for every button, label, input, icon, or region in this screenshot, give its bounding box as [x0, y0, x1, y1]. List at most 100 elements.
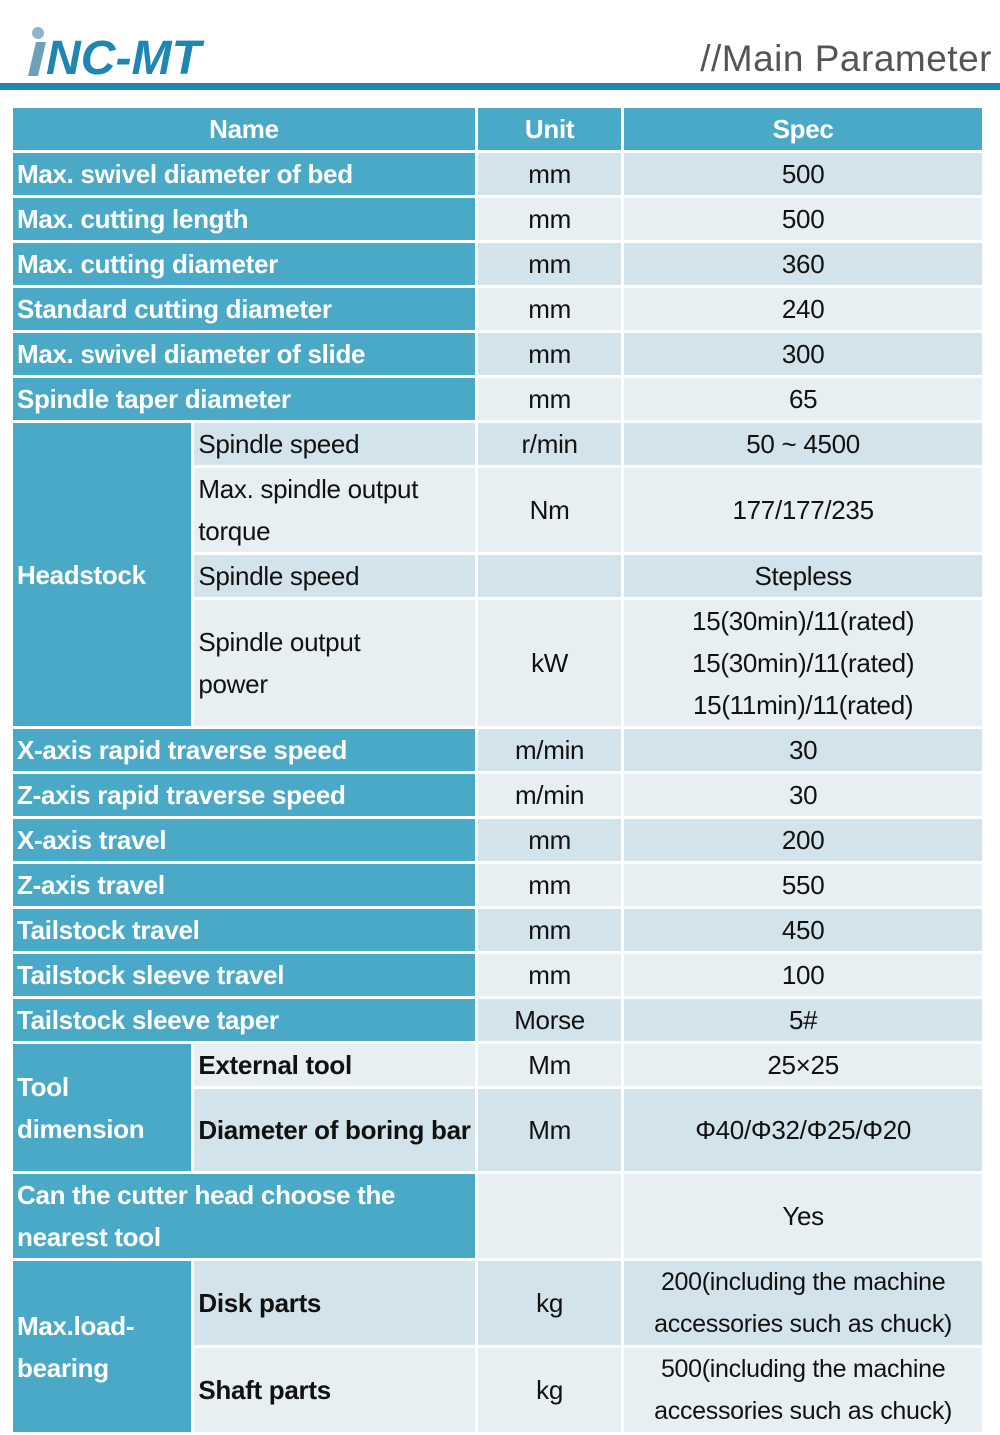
row-unit: m/min — [474, 726, 625, 774]
row-spec: 500 — [621, 195, 985, 243]
row-name: Tailstock sleeve taper — [10, 996, 478, 1044]
row-name: Z-axis travel — [10, 861, 478, 909]
row-unit: Morse — [474, 996, 625, 1044]
row-spec: 65 — [621, 375, 985, 423]
row-unit: mm — [474, 195, 625, 243]
row-name: Spindle output power — [191, 597, 478, 729]
row-spec: 200(including the machine accessories su… — [621, 1258, 985, 1348]
table-row: Spindle speed Stepless — [12, 552, 985, 600]
row-spec: 500(including the machine accessories su… — [621, 1345, 985, 1435]
row-unit: kg — [474, 1258, 625, 1348]
table-row: Tailstock travel mm 450 — [10, 906, 985, 954]
row-name: Max. spindle output torque — [191, 465, 478, 555]
group-max-load-bearing: Max.load-bearing — [9, 1258, 195, 1435]
row-unit: kW — [474, 597, 625, 729]
row-name: Spindle taper diameter — [10, 375, 478, 423]
row-spec: 240 — [621, 285, 985, 333]
row-spec: 15(30min)/11(rated) 15(30min)/11(rated) 15… — [621, 597, 985, 729]
row-spec: Yes — [621, 1171, 985, 1261]
table-row: Max.load-bearing Disk parts kg 200(includin… — [9, 1258, 985, 1435]
spec-line: 15(30min)/11(rated) — [692, 648, 915, 678]
row-unit: mm — [474, 150, 625, 198]
row-spec: 550 — [621, 861, 985, 909]
group-headstock: Headstock — [9, 420, 195, 729]
spec-line: 15(11min)/11(rated) — [693, 690, 914, 720]
row-name: Tailstock travel — [10, 906, 478, 954]
col-header-unit: Unit — [474, 105, 625, 153]
row-unit — [474, 1171, 625, 1261]
row-spec: 200 — [621, 816, 985, 864]
table-row: Spindle taper diameter mm 65 — [10, 375, 985, 423]
table-row: Z-axis travel mm 550 — [10, 861, 985, 909]
row-name: X-axis rapid traverse speed — [10, 726, 478, 774]
row-name: Can the cutter head choose the nearest t… — [10, 1171, 478, 1261]
table-row: Max. swivel diameter of bed mm 500 — [10, 150, 985, 198]
row-spec: 30 — [621, 726, 985, 774]
table-row: X-axis rapid traverse speed m/min 30 — [10, 726, 985, 774]
row-spec: 177/177/235 — [621, 465, 985, 555]
row-unit: Mm — [474, 1086, 625, 1174]
row-name: Shaft parts — [191, 1345, 478, 1435]
table-row: Headstock Spindle speed r/min 50 ~ 4500 — [9, 420, 985, 729]
table-row: Spindle output power kW 15(30min)/11(rated… — [12, 597, 985, 729]
row-name: Spindle speed — [191, 420, 478, 468]
row-spec: 300 — [621, 330, 985, 378]
row-name: Standard cutting diameter — [10, 285, 478, 333]
row-spec: 360 — [621, 240, 985, 288]
row-unit: mm — [474, 240, 625, 288]
spec-line: 15(30min)/11(rated) — [692, 606, 915, 636]
svg-text:NC-MT: NC-MT — [46, 32, 205, 80]
row-unit: mm — [474, 906, 625, 954]
row-unit: r/min — [474, 420, 625, 468]
col-header-spec: Spec — [621, 105, 985, 153]
col-header-name: Name — [10, 105, 478, 153]
row-name: Z-axis rapid traverse speed — [10, 771, 478, 819]
row-spec: Stepless — [621, 552, 985, 600]
row-unit: kg — [474, 1345, 625, 1435]
row-name: X-axis travel — [10, 816, 478, 864]
group-tool-dimension: Tool dimension — [9, 1041, 195, 1174]
table-row: Standard cutting diameter mm 240 — [10, 285, 985, 333]
row-unit: mm — [474, 861, 625, 909]
row-unit: mm — [474, 375, 625, 423]
row-name: Max. swivel diameter of slide — [10, 330, 478, 378]
row-name: Disk parts — [191, 1258, 478, 1348]
row-name: Tailstock sleeve travel — [10, 951, 478, 999]
row-unit: Nm — [474, 465, 625, 555]
row-spec: 30 — [621, 771, 985, 819]
row-name: Max. cutting length — [10, 195, 478, 243]
row-unit: mm — [474, 816, 625, 864]
row-spec: 450 — [621, 906, 985, 954]
table-row: X-axis travel mm 200 — [10, 816, 985, 864]
table-row: Max. swivel diameter of slide mm 300 — [10, 330, 985, 378]
table-row: Max. spindle output torque Nm 177/177/235 — [12, 465, 985, 555]
row-spec: 25×25 — [621, 1041, 985, 1089]
inc-mt-logo: NC-MT — [28, 27, 205, 80]
table-row: Diameter of boring bar Mm Φ40/Φ32/Φ25/Φ20 — [12, 1086, 985, 1174]
row-unit — [474, 552, 625, 600]
table-row: Can the cutter head choose the nearest t… — [10, 1171, 985, 1261]
page-title: //Main Parameter — [700, 38, 992, 79]
parameter-table: Name Unit Spec Max. swivel diameter of bed… — [9, 105, 985, 1435]
row-name: Max. cutting diameter — [10, 240, 478, 288]
row-unit: Mm — [474, 1041, 625, 1089]
header-rule — [0, 83, 1000, 90]
table-row: Tool dimension External tool Mm 25×25 — [9, 1041, 985, 1174]
table-row: Tailstock sleeve travel mm 100 — [10, 951, 985, 999]
table-row: Tailstock sleeve taper Morse 5# — [10, 996, 985, 1044]
row-spec: Φ40/Φ32/Φ25/Φ20 — [621, 1086, 985, 1174]
row-spec: 100 — [621, 951, 985, 999]
row-unit: mm — [474, 285, 625, 333]
table-row: Max. cutting diameter mm 360 — [10, 240, 985, 288]
row-unit: m/min — [474, 771, 625, 819]
table-row: Z-axis rapid traverse speed m/min 30 — [10, 771, 985, 819]
table-row: Max. cutting length mm 500 — [10, 195, 985, 243]
row-spec: 50 ~ 4500 — [621, 420, 985, 468]
row-spec: 500 — [621, 150, 985, 198]
row-name: Spindle speed — [191, 552, 478, 600]
row-unit: mm — [474, 330, 625, 378]
row-name: Max. swivel diameter of bed — [10, 150, 478, 198]
row-name: External tool — [191, 1041, 478, 1089]
row-spec: 5# — [621, 996, 985, 1044]
row-name: Diameter of boring bar — [191, 1086, 478, 1174]
